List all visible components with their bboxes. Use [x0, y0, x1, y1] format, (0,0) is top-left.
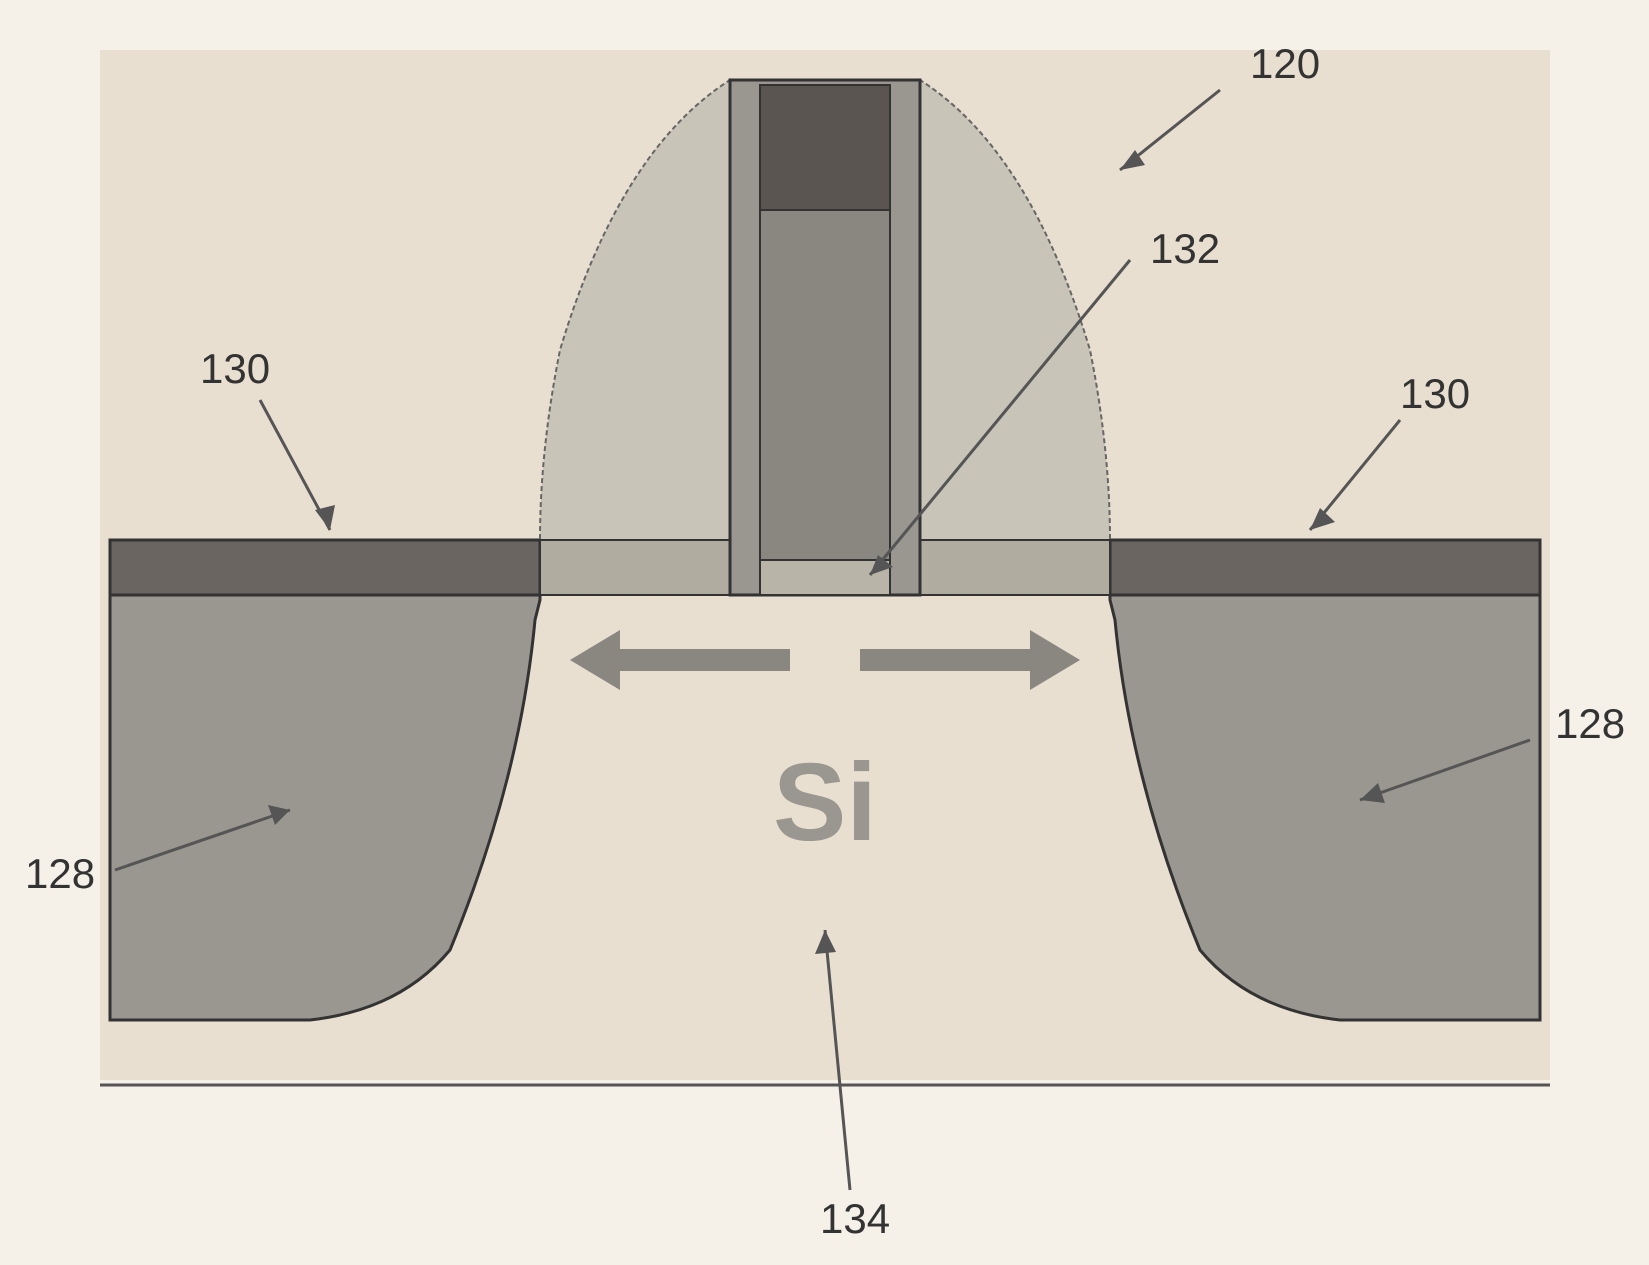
contact-right: [1110, 540, 1540, 595]
label-132: 132: [1150, 225, 1220, 273]
label-130-right: 130: [1400, 370, 1470, 418]
label-128-left: 128: [25, 850, 95, 898]
transistor-diagram: Si: [0, 0, 1649, 1265]
label-134: 134: [820, 1195, 890, 1243]
contact-left: [110, 540, 540, 595]
gate-cap: [760, 85, 890, 210]
gate-inner: [760, 210, 890, 560]
label-128-right: 128: [1555, 700, 1625, 748]
label-130-left: 130: [200, 345, 270, 393]
gate-oxide: [760, 560, 890, 595]
si-label: Si: [773, 741, 877, 864]
label-120: 120: [1250, 40, 1320, 88]
